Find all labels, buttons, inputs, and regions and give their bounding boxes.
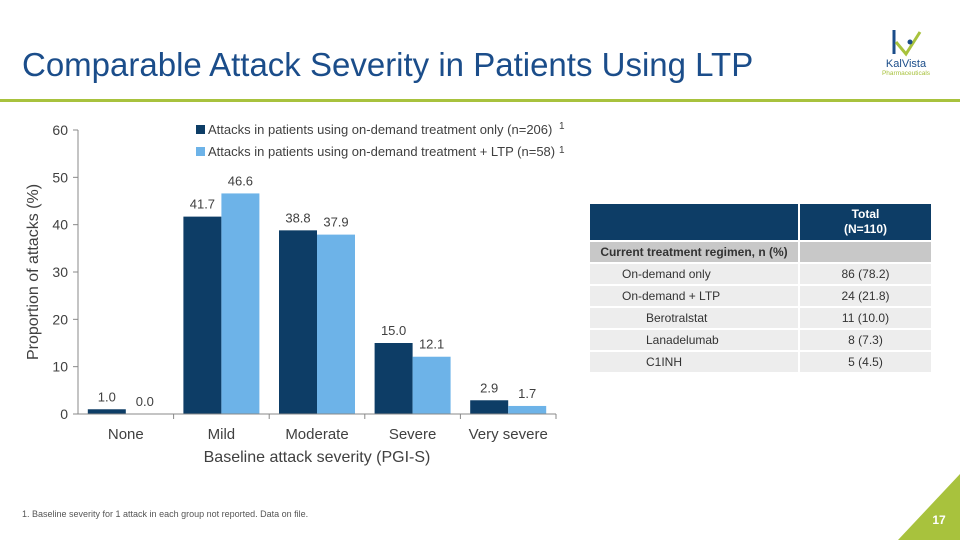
bar-value-label: 12.1 [419, 337, 444, 352]
bar-value-label: 15.0 [381, 323, 406, 338]
y-tick-label: 0 [60, 406, 68, 422]
table-row: C1INH 5 (4.5) [588, 350, 933, 374]
legend-superscript: 1 [559, 121, 565, 132]
bar-value-label: 37.9 [323, 215, 348, 230]
bar-on-demand-only [470, 400, 509, 414]
table-row: On-demand only 86 (78.2) [588, 262, 933, 286]
table-header-total-label: Total [851, 207, 880, 221]
bar-on-demand-only [87, 409, 126, 414]
table-header-total: Total (N=110) [798, 202, 933, 242]
table-row-label: On-demand only [588, 262, 800, 286]
corner-accent [898, 474, 960, 540]
x-axis-label: Baseline attack severity (PGI-S) [204, 449, 431, 466]
legend-superscript: 1 [559, 145, 565, 156]
y-axis-label: Proportion of attacks (%) [25, 184, 42, 360]
legend-entry: Attacks in patients using on-demand trea… [208, 122, 552, 137]
table-row-value: 8 (7.3) [798, 328, 933, 352]
bar-value-label: 1.7 [518, 386, 536, 401]
x-tick-label: None [108, 426, 144, 443]
bar-on-demand-ltp [412, 356, 451, 414]
table-row-label: On-demand + LTP [588, 284, 800, 308]
bar-value-label: 46.6 [228, 173, 253, 188]
table-header-blank [588, 202, 800, 242]
y-tick-label: 60 [52, 122, 68, 138]
table-row-value: 5 (4.5) [798, 350, 933, 374]
y-tick-label: 40 [52, 217, 68, 233]
x-tick-label: Moderate [285, 426, 348, 443]
logo-name: KalVista [885, 58, 927, 70]
kalvista-logo-icon [892, 30, 922, 57]
bar-on-demand-ltp [221, 193, 260, 414]
table-row-label: Lanadelumab [588, 328, 800, 352]
bar-on-demand-only [183, 216, 222, 414]
bar-on-demand-only [279, 230, 317, 414]
legend-swatch [196, 147, 205, 156]
table-row-value: 11 (10.0) [798, 306, 933, 330]
table-row: Berotralstat 11 (10.0) [588, 306, 933, 330]
table-header-total-n: (N=110) [843, 222, 888, 236]
severity-bar-chart: 0 10 20 30 40 50 60 1.0 0.0 None 41.7 46.6 Mild 38.8… [25, 121, 565, 466]
table-row-value: 24 (21.8) [798, 284, 933, 308]
bar-value-label: 38.8 [285, 210, 310, 225]
y-tick-label: 10 [52, 359, 68, 375]
y-tick-label: 50 [52, 169, 68, 185]
bar-value-label: 1.0 [98, 389, 116, 404]
table-row: On-demand + LTP 24 (21.8) [588, 284, 933, 308]
page-number: 17 [932, 513, 946, 527]
bar-value-label: 2.9 [480, 380, 498, 395]
y-tick-label: 30 [52, 264, 68, 280]
bar-value-label: 41.7 [190, 197, 215, 212]
table-row-label: Berotralstat [588, 306, 800, 330]
title-divider [0, 99, 960, 102]
bar-on-demand-only [374, 343, 413, 414]
x-tick-label: Very severe [469, 426, 548, 443]
table-row-label: C1INH [588, 350, 800, 374]
table-group-value [798, 240, 933, 264]
bar-on-demand-ltp [317, 234, 355, 414]
legend-entry: Attacks in patients using on-demand trea… [208, 144, 555, 159]
bar-value-label: 0.0 [136, 394, 154, 409]
x-tick-label: Mild [208, 426, 236, 443]
table-row: Lanadelumab 8 (7.3) [588, 328, 933, 352]
x-tick-label: Severe [389, 426, 437, 443]
legend-swatch [196, 125, 205, 134]
table-group-label: Current treatment regimen, n (%) [588, 240, 800, 264]
table-header-row: Total (N=110) [588, 202, 933, 242]
y-tick-label: 20 [52, 311, 68, 327]
slide-title: Comparable Attack Severity in Patients U… [22, 46, 754, 83]
bar-on-demand-ltp [508, 405, 547, 414]
footnote: 1. Baseline severity for 1 attack in eac… [22, 509, 309, 519]
treatment-regimen-table: Total (N=110) Current treatment regimen,… [588, 202, 933, 374]
logo-subtitle: Pharmaceuticals [881, 70, 931, 77]
table-group-row: Current treatment regimen, n (%) [588, 240, 933, 264]
table-row-value: 86 (78.2) [798, 262, 933, 286]
